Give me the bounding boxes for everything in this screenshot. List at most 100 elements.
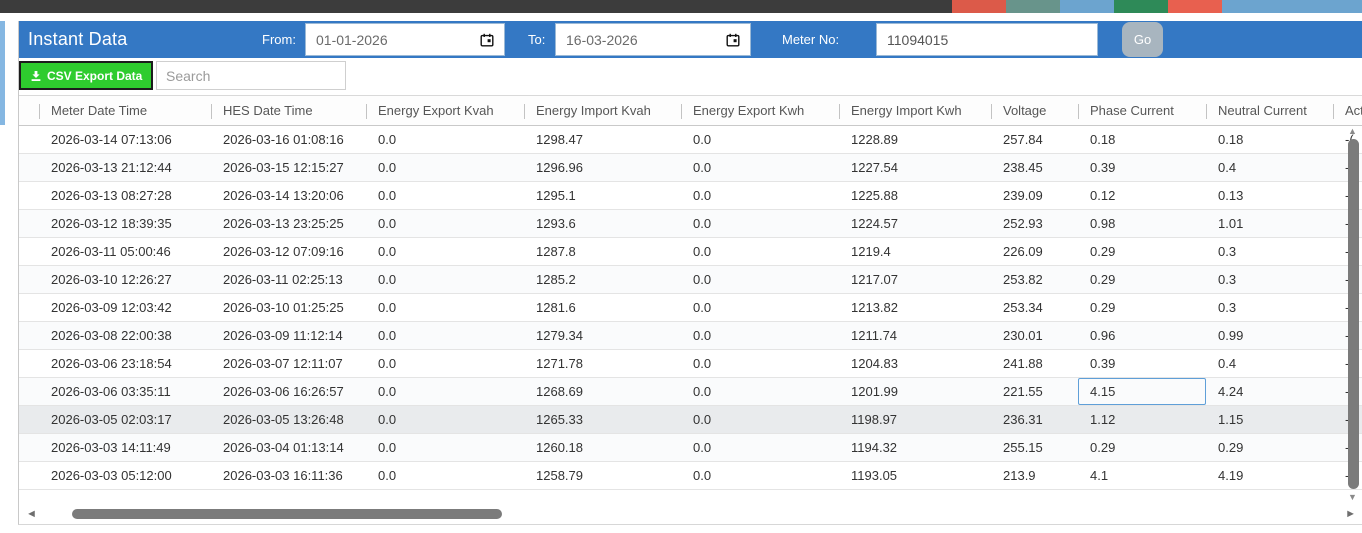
cell[interactable]: 241.88 — [991, 349, 1078, 378]
column-header[interactable]: Energy Export Kvah — [366, 95, 524, 126]
cell[interactable]: 1228.89 — [839, 125, 991, 154]
calendar-icon[interactable] — [480, 33, 494, 47]
cell[interactable]: 0.0 — [681, 293, 839, 322]
column-header[interactable]: Energy Export Kwh — [681, 95, 839, 126]
cell[interactable]: 2026-03-10 12:26:27 — [39, 265, 211, 294]
cell[interactable]: 2026-03-12 18:39:35 — [39, 209, 211, 238]
cell[interactable]: 0.0 — [681, 125, 839, 154]
cell[interactable]: 226.09 — [991, 237, 1078, 266]
cell[interactable]: 239.09 — [991, 181, 1078, 210]
column-header[interactable]: Meter Date Time — [39, 95, 211, 126]
cell[interactable]: 0.29 — [1078, 237, 1206, 266]
cell[interactable]: 1285.2 — [524, 265, 681, 294]
csv-export-button[interactable]: CSV Export Data — [19, 61, 154, 90]
cell[interactable]: 0.0 — [681, 153, 839, 182]
cell[interactable]: 0.0 — [366, 349, 524, 378]
cell[interactable]: 1268.69 — [524, 377, 681, 406]
scroll-left-icon[interactable]: ◄ — [26, 508, 37, 520]
cell[interactable]: 0.0 — [366, 237, 524, 266]
cell[interactable]: 0.18 — [1078, 125, 1206, 154]
cell[interactable]: 0.0 — [366, 405, 524, 434]
cell[interactable]: 1194.32 — [839, 433, 991, 462]
cell[interactable]: 4.19 — [1206, 461, 1333, 490]
cell[interactable]: 0.0 — [681, 433, 839, 462]
cell[interactable]: 2026-03-08 22:00:38 — [39, 321, 211, 350]
cell[interactable]: 2026-03-16 01:08:16 — [211, 125, 366, 154]
from-date-input[interactable]: 01-01-2026 — [305, 23, 505, 56]
cell[interactable]: 0.3 — [1206, 265, 1333, 294]
cell[interactable]: 0.0 — [681, 237, 839, 266]
cell[interactable]: 1287.8 — [524, 237, 681, 266]
cell[interactable]: 0.0 — [366, 433, 524, 462]
cell[interactable]: 2026-03-05 13:26:48 — [211, 405, 366, 434]
cell[interactable]: 1265.33 — [524, 405, 681, 434]
vertical-scrollbar[interactable]: ▲ ▼ — [1347, 126, 1360, 502]
cell[interactable]: 253.34 — [991, 293, 1078, 322]
cell[interactable]: 1204.83 — [839, 349, 991, 378]
cell[interactable]: 1260.18 — [524, 433, 681, 462]
cell[interactable]: 0.29 — [1078, 433, 1206, 462]
cell[interactable]: 0.0 — [681, 405, 839, 434]
cell[interactable]: 2026-03-09 11:12:14 — [211, 321, 366, 350]
go-button[interactable]: Go — [1122, 22, 1163, 57]
cell[interactable]: 1217.07 — [839, 265, 991, 294]
cell[interactable]: 2026-03-06 23:18:54 — [39, 349, 211, 378]
cell[interactable]: 0.0 — [681, 265, 839, 294]
cell[interactable]: 1211.74 — [839, 321, 991, 350]
cell[interactable]: 2026-03-11 05:00:46 — [39, 237, 211, 266]
meter-no-input[interactable] — [876, 23, 1098, 56]
cell[interactable]: 0.29 — [1078, 265, 1206, 294]
cell[interactable]: 257.84 — [991, 125, 1078, 154]
cell[interactable]: 1225.88 — [839, 181, 991, 210]
cell[interactable]: 1258.79 — [524, 461, 681, 490]
cell[interactable]: 0.29 — [1078, 293, 1206, 322]
cell[interactable]: 2026-03-14 13:20:06 — [211, 181, 366, 210]
cell[interactable]: 255.15 — [991, 433, 1078, 462]
scroll-up-icon[interactable]: ▲ — [1348, 126, 1357, 136]
cell[interactable]: 1219.4 — [839, 237, 991, 266]
cell[interactable]: 0.0 — [366, 265, 524, 294]
cell[interactable]: 1227.54 — [839, 153, 991, 182]
cell[interactable]: 1224.57 — [839, 209, 991, 238]
cell[interactable]: 0.0 — [681, 377, 839, 406]
column-header[interactable]: HES Date Time — [211, 95, 366, 126]
cell[interactable]: 2026-03-06 16:26:57 — [211, 377, 366, 406]
cell[interactable]: 2026-03-13 23:25:25 — [211, 209, 366, 238]
cell[interactable]: 2026-03-03 05:12:00 — [39, 461, 211, 490]
vertical-scrollbar-thumb[interactable] — [1348, 139, 1359, 489]
cell[interactable]: 0.0 — [366, 461, 524, 490]
cell[interactable]: 0.13 — [1206, 181, 1333, 210]
cell[interactable]: 4.15 — [1078, 377, 1206, 406]
cell[interactable]: 2026-03-04 01:13:14 — [211, 433, 366, 462]
horizontal-scrollbar-thumb[interactable] — [72, 509, 502, 519]
column-header[interactable]: Energy Import Kwh — [839, 95, 991, 126]
cell[interactable]: 2026-03-11 02:25:13 — [211, 265, 366, 294]
cell[interactable]: 1.01 — [1206, 209, 1333, 238]
scroll-down-icon[interactable]: ▼ — [1348, 492, 1357, 502]
column-header[interactable]: Act — [1333, 95, 1362, 126]
cell[interactable]: 2026-03-12 07:09:16 — [211, 237, 366, 266]
cell[interactable]: 4.1 — [1078, 461, 1206, 490]
cell[interactable]: 0.0 — [366, 181, 524, 210]
cell[interactable]: 213.9 — [991, 461, 1078, 490]
cell[interactable]: 0.0 — [681, 209, 839, 238]
column-header[interactable]: Neutral Current — [1206, 95, 1333, 126]
cell[interactable]: 2026-03-05 02:03:17 — [39, 405, 211, 434]
cell[interactable]: 0.0 — [366, 377, 524, 406]
horizontal-scrollbar[interactable]: ◄ ► — [19, 506, 1362, 522]
cell[interactable]: 4.24 — [1206, 377, 1333, 406]
cell[interactable]: 221.55 — [991, 377, 1078, 406]
cell[interactable]: 1193.05 — [839, 461, 991, 490]
cell[interactable]: 2026-03-13 21:12:44 — [39, 153, 211, 182]
cell[interactable]: 252.93 — [991, 209, 1078, 238]
cell[interactable]: 1279.34 — [524, 321, 681, 350]
cell[interactable]: 0.98 — [1078, 209, 1206, 238]
cell[interactable]: 1296.96 — [524, 153, 681, 182]
cell[interactable]: 1.15 — [1206, 405, 1333, 434]
cell[interactable]: 1198.97 — [839, 405, 991, 434]
cell[interactable]: 2026-03-06 03:35:11 — [39, 377, 211, 406]
cell[interactable]: 0.39 — [1078, 153, 1206, 182]
cell[interactable]: 0.0 — [366, 209, 524, 238]
cell[interactable]: 0.0 — [681, 349, 839, 378]
cell[interactable]: 0.0 — [366, 293, 524, 322]
